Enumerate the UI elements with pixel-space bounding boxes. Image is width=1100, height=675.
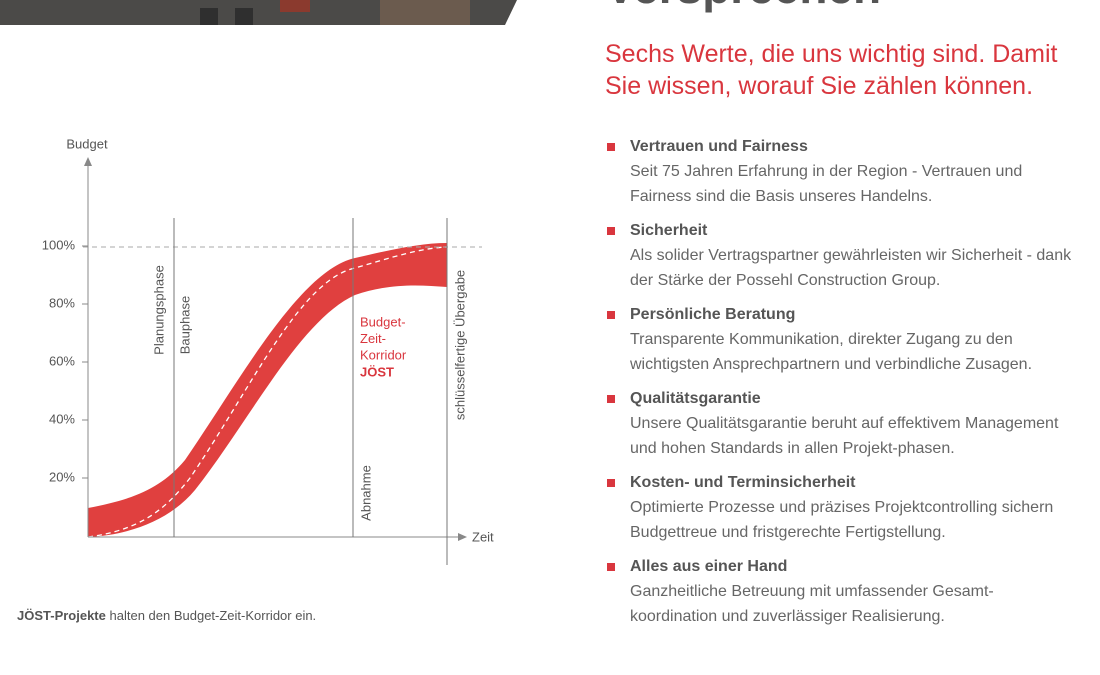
value-title: Alles aus einer Hand — [630, 558, 788, 575]
corridor-text: Budget- — [360, 314, 406, 329]
heading: Versprechen — [605, 0, 881, 14]
value-text: Als solider Vertragspartner gewährleiste… — [630, 247, 1072, 289]
phases: Planungsphase Bauphase Abnahme schlüsselfer… — [151, 218, 467, 565]
value-title: Vertrauen und Fairness — [630, 138, 808, 155]
y-axis-label: Budget — [66, 136, 108, 151]
phase-label: Abnahme — [358, 465, 373, 521]
photo-window — [200, 8, 218, 25]
corridor-center — [87, 246, 448, 538]
corridor-band — [88, 243, 447, 537]
corridor-text: Zeit- — [360, 331, 386, 346]
values-list: Vertrauen und Fairness Seit 75 Jahren Erf… — [605, 134, 1075, 638]
phase-label: Planungsphase — [151, 265, 166, 355]
value-title: Sicherheit — [630, 222, 708, 239]
budget-chart: Budget Zeit 20% 40% 60% 80% 100% Planungspha… — [0, 0, 517, 565]
corridor-text: Korridor — [360, 347, 407, 362]
x-axis-label: Zeit — [472, 529, 494, 544]
value-item: Vertrauen und Fairness Seit 75 Jahren Erf… — [605, 134, 1075, 209]
value-item: Sicherheit Als solider Vertragspartner ge… — [605, 218, 1075, 293]
photo-window — [235, 8, 253, 25]
y-tick-label: 80% — [49, 295, 75, 310]
corridor-label: Budget- Zeit-Korridor JÖST — [360, 314, 407, 379]
value-text: Optimierte Prozesse und präzises Projekt… — [630, 499, 1054, 541]
caption-bold: JÖST-Projekte — [17, 608, 106, 623]
value-text: Unsere Qualitätsgarantie beruht auf effe… — [630, 415, 1059, 457]
value-title: Qualitätsgarantie — [630, 390, 761, 407]
value-item: Alles aus einer Hand Ganzheitliche Betreu… — [605, 554, 1075, 629]
photo-wall — [380, 0, 470, 25]
corridor-brand: JÖST — [360, 364, 394, 379]
value-item: Persönliche Beratung Transparente Kommuni… — [605, 302, 1075, 377]
value-title: Persönliche Beratung — [630, 306, 796, 323]
x-arrow — [458, 533, 467, 541]
y-ticks: 20% 40% 60% 80% 100% — [42, 237, 88, 484]
y-tick-label: 40% — [49, 411, 75, 426]
phase-label: schlüsselfertige Übergabe — [452, 270, 467, 420]
subtitle: Sechs Werte, die uns wichtig sind. Damit… — [605, 40, 1058, 100]
y-tick-label: 100% — [42, 237, 76, 252]
value-text: Seit 75 Jahren Erfahrung in der Region -… — [630, 163, 1023, 205]
caption: JÖST-Projekte halten den Budget-Zeit-Kor… — [17, 608, 316, 623]
y-tick-label: 20% — [49, 469, 75, 484]
photo-balcony — [280, 0, 310, 12]
value-title: Kosten- und Terminsicherheit — [630, 474, 856, 491]
caption-text: halten den Budget-Zeit-Korridor ein. — [109, 608, 317, 623]
value-text: Ganzheitliche Betreuung mit umfassender … — [630, 583, 994, 625]
phase-label: Bauphase — [177, 296, 192, 355]
value-item: Kosten- und Terminsicherheit Optimierte P… — [605, 470, 1075, 545]
y-arrow — [84, 157, 92, 166]
value-text: Transparente Kommunikation, direkter Zug… — [630, 331, 1033, 373]
y-tick-label: 60% — [49, 353, 75, 368]
value-item: Qualitätsgarantie Unsere Qualitätsgaranti… — [605, 386, 1075, 461]
